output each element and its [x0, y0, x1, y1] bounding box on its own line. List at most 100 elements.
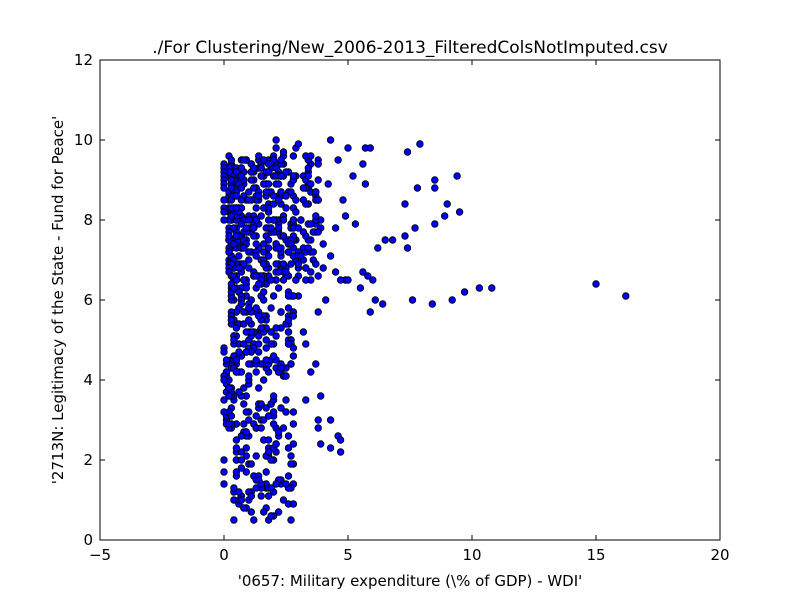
data-point [222, 356, 231, 364]
x-tick-label: 20 [710, 546, 729, 564]
data-point [267, 484, 275, 492]
data-point [247, 508, 255, 516]
data-point [334, 156, 342, 164]
data-point [267, 224, 275, 232]
chart-title: ./For Clustering/New_2006-2013_FilteredC… [152, 38, 668, 58]
data-point [314, 416, 322, 424]
data-point [240, 156, 248, 164]
data-point [284, 304, 293, 312]
data-point [267, 328, 275, 336]
data-point [361, 180, 370, 188]
data-point [349, 172, 357, 180]
data-point [309, 248, 317, 256]
data-point [359, 160, 367, 168]
data-point [282, 204, 290, 212]
data-point [413, 184, 422, 192]
data-point [262, 336, 270, 344]
data-point [314, 424, 322, 432]
data-point [284, 472, 293, 480]
data-point [297, 252, 305, 260]
data-point [257, 324, 265, 332]
data-point [227, 156, 236, 164]
data-point [401, 200, 409, 208]
data-point [220, 348, 228, 356]
data-point [307, 180, 315, 188]
data-point [272, 440, 280, 448]
data-point [267, 456, 275, 464]
data-point [282, 480, 290, 488]
data-point [262, 404, 270, 412]
data-point [592, 280, 600, 288]
data-point [237, 448, 246, 456]
data-point [443, 200, 451, 208]
data-point [441, 212, 449, 220]
y-tick-label: 2 [83, 451, 93, 469]
data-point [269, 420, 278, 428]
data-point [237, 496, 246, 504]
data-point [289, 216, 298, 224]
data-point [294, 224, 303, 232]
data-point [269, 352, 278, 360]
data-point [227, 412, 236, 420]
data-point [232, 232, 241, 240]
data-point [245, 188, 253, 196]
data-point [245, 256, 253, 264]
data-point [356, 284, 365, 292]
data-point [242, 284, 250, 292]
data-point [262, 468, 270, 476]
data-point [314, 228, 322, 236]
data-point [287, 516, 295, 524]
data-point [242, 452, 250, 460]
data-point [277, 188, 285, 196]
data-point [227, 176, 236, 184]
data-point [408, 296, 417, 304]
data-point [274, 428, 283, 436]
data-point [284, 432, 293, 440]
data-point [247, 176, 255, 184]
data-point [252, 216, 260, 224]
data-point [237, 196, 246, 204]
data-point [240, 260, 248, 268]
data-point [274, 268, 283, 276]
data-point [336, 448, 345, 456]
data-point [225, 232, 233, 240]
data-point [274, 196, 283, 204]
data-point [277, 156, 285, 164]
data-point [267, 276, 275, 284]
data-point [272, 136, 280, 144]
points-layer [220, 136, 630, 524]
data-point [237, 184, 246, 192]
data-point [289, 420, 298, 428]
data-point [428, 300, 436, 308]
data-point [326, 416, 335, 424]
data-point [274, 244, 283, 252]
data-point [304, 172, 312, 180]
data-point [260, 156, 268, 164]
data-point [272, 164, 280, 172]
data-point [264, 180, 273, 188]
data-point [227, 316, 236, 324]
data-point [289, 152, 298, 160]
data-point [220, 196, 228, 204]
data-point [252, 240, 260, 248]
data-point [336, 436, 345, 444]
data-point [289, 500, 298, 508]
data-point [267, 304, 275, 312]
data-point [292, 196, 300, 204]
data-point [344, 144, 352, 152]
data-point [299, 184, 308, 192]
data-point [287, 452, 295, 460]
data-point [351, 220, 360, 228]
data-point [220, 376, 228, 384]
data-point [331, 268, 340, 276]
y-axis-label: '2713N: Legitimacy of the State - Fund f… [49, 116, 67, 484]
data-point [312, 360, 320, 368]
data-point [269, 192, 278, 200]
data-point [364, 272, 372, 280]
data-point [279, 276, 288, 284]
data-point [232, 204, 241, 212]
data-point [250, 224, 258, 232]
data-point [622, 292, 630, 300]
data-point [235, 348, 243, 356]
data-point [252, 304, 260, 312]
